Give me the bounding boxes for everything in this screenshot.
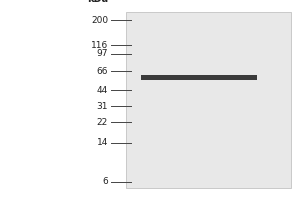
Text: 31: 31 [97, 102, 108, 111]
Bar [218, 75, 256, 80]
Text: 44: 44 [97, 86, 108, 95]
Bar [141, 75, 180, 80]
Text: 14: 14 [97, 138, 108, 147]
Text: 66: 66 [97, 67, 108, 76]
Text: kDa: kDa [87, 0, 108, 4]
Text: 97: 97 [97, 49, 108, 58]
Bar [180, 75, 219, 80]
Text: 6: 6 [102, 177, 108, 186]
Text: 22: 22 [97, 118, 108, 127]
Text: 116: 116 [91, 41, 108, 50]
Text: 200: 200 [91, 16, 108, 25]
